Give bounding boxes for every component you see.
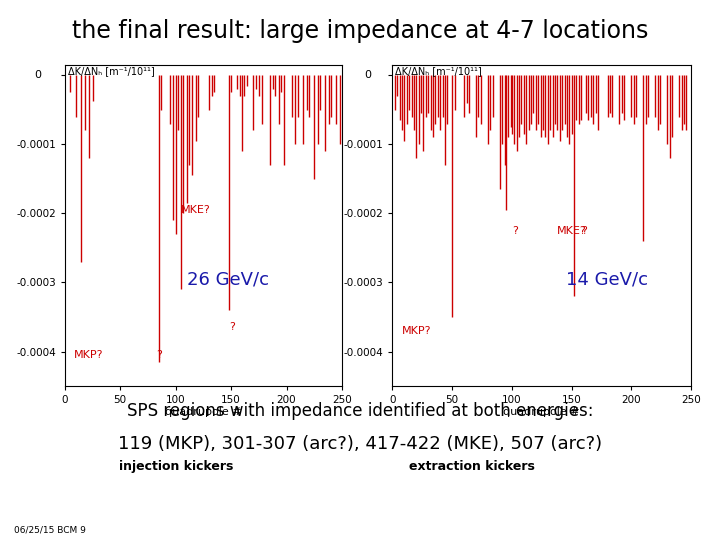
Text: 26 GeV/c: 26 GeV/c — [186, 270, 269, 288]
Text: MKP?: MKP? — [73, 350, 103, 360]
Text: ΔK/ΔNₕ [m⁻¹/10¹¹]: ΔK/ΔNₕ [m⁻¹/10¹¹] — [395, 66, 482, 76]
Text: ?: ? — [581, 226, 587, 235]
Text: 14 GeV/c: 14 GeV/c — [566, 270, 648, 288]
X-axis label: quadrupole #: quadrupole # — [165, 407, 242, 416]
Text: ?: ? — [229, 322, 235, 332]
X-axis label: quadrupole #: quadrupole # — [503, 407, 580, 416]
Text: extraction kickers: extraction kickers — [409, 460, 534, 473]
Text: 0: 0 — [364, 70, 372, 80]
Text: 0: 0 — [35, 70, 41, 80]
Text: MKE?: MKE? — [181, 205, 211, 215]
Text: MKP?: MKP? — [402, 326, 431, 336]
Text: injection kickers: injection kickers — [120, 460, 233, 473]
Text: SPS regions with impedance identified at both energies:: SPS regions with impedance identified at… — [127, 402, 593, 420]
Text: ?: ? — [512, 226, 518, 235]
Text: ΔK/ΔNₕ [m⁻¹/10¹¹]: ΔK/ΔNₕ [m⁻¹/10¹¹] — [68, 66, 154, 76]
Text: the final result: large impedance at 4-7 locations: the final result: large impedance at 4-7… — [72, 19, 648, 43]
Text: 119 (MKP), 301-307 (arc?), 417-422 (MKE), 507 (arc?): 119 (MKP), 301-307 (arc?), 417-422 (MKE)… — [118, 435, 602, 453]
Text: ?: ? — [156, 350, 161, 360]
Text: 06/25/15 BCM 9: 06/25/15 BCM 9 — [14, 525, 86, 535]
Text: MKE?: MKE? — [557, 226, 587, 235]
